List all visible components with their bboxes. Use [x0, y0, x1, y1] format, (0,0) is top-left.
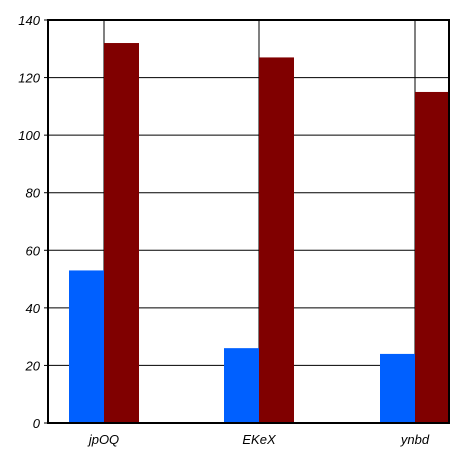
y-tick-label: 40	[26, 301, 41, 316]
y-tick-label: 100	[18, 128, 40, 143]
y-tick-label: 120	[18, 71, 40, 86]
x-tick-labels: jpOQ EKeX ynbd	[87, 432, 430, 447]
bar-series1-EKeX	[224, 348, 259, 423]
bar-series1-ynbd	[380, 353, 415, 423]
y-tick-labels: 0 20 40 60 80 100 120 140	[18, 13, 40, 431]
bar-series1-jpOQ	[69, 270, 104, 423]
y-tick-label: 0	[33, 416, 41, 431]
axes	[44, 19, 450, 424]
x-tick-label: EKeX	[242, 432, 277, 447]
y-tick-label: 80	[26, 186, 41, 201]
y-tick-label: 20	[25, 358, 41, 373]
bar-series2-jpOQ	[104, 43, 139, 424]
plot-frame	[47, 19, 450, 424]
x-tick-label: ynbd	[400, 432, 430, 447]
bar-series2-ynbd	[415, 91, 450, 423]
x-tick-label: jpOQ	[87, 432, 119, 447]
y-tick-label: 60	[26, 243, 41, 258]
y-tick-label: 140	[18, 13, 40, 28]
bars	[69, 43, 450, 424]
bar-series2-EKeX	[259, 57, 294, 424]
